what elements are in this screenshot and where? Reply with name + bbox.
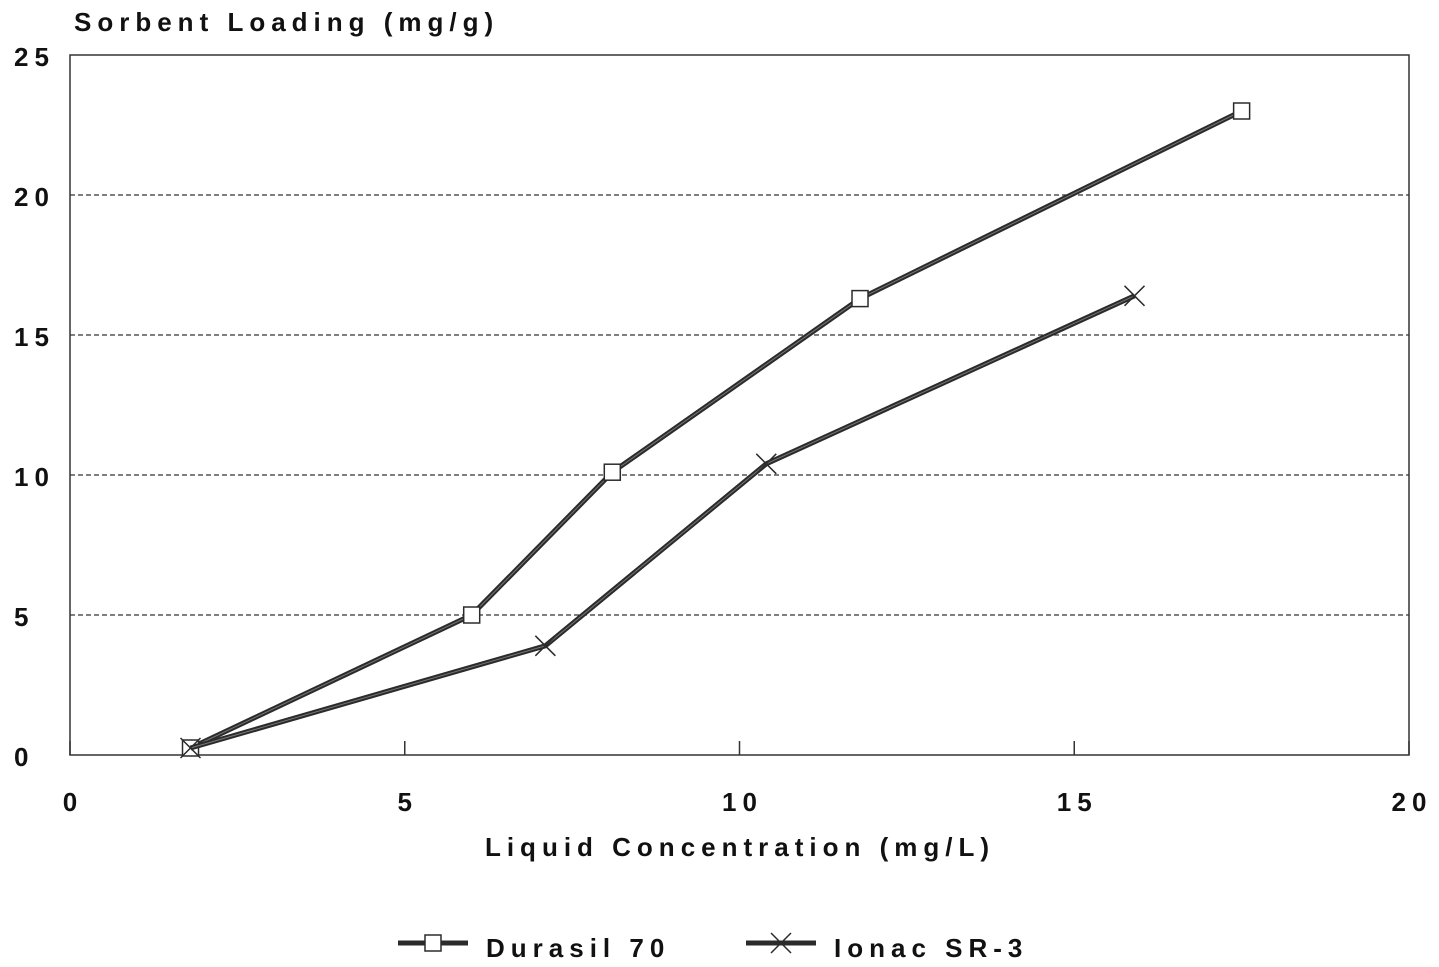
marker bbox=[462, 606, 481, 624]
legend-label: Durasil 70 bbox=[486, 933, 670, 963]
marker bbox=[603, 463, 622, 481]
marker bbox=[1123, 285, 1146, 307]
plot-frame bbox=[69, 54, 1410, 756]
x-tick-label: 5 bbox=[398, 787, 418, 817]
y-tick-label: 5 bbox=[14, 602, 34, 632]
series-line-highlight bbox=[190, 110, 1242, 749]
y-tick-label: 0 bbox=[14, 742, 34, 772]
series-line-highlight bbox=[190, 295, 1135, 749]
chart-title: Sorbent Loading (mg/g) bbox=[74, 7, 499, 37]
x-tick-label: 0 bbox=[63, 787, 83, 817]
marker bbox=[534, 635, 556, 657]
y-tick-label: 25 bbox=[14, 42, 55, 72]
marker bbox=[755, 453, 777, 475]
x-tick-label: 20 bbox=[1392, 787, 1433, 817]
x-axis-label: Liquid Concentration (mg/L) bbox=[485, 832, 995, 862]
y-tick-label: 15 bbox=[14, 322, 55, 352]
x-tick-label: 15 bbox=[1057, 787, 1098, 817]
y-tick-label: 10 bbox=[14, 462, 55, 492]
marker bbox=[424, 934, 442, 952]
legend-label: Ionac SR-3 bbox=[834, 933, 1028, 963]
y-tick-label: 20 bbox=[14, 182, 55, 212]
marker bbox=[1232, 102, 1251, 120]
series-line bbox=[189, 108, 1243, 751]
marker bbox=[179, 737, 202, 759]
x-tick-label: 10 bbox=[722, 787, 763, 817]
marker bbox=[770, 932, 792, 954]
marker bbox=[851, 289, 869, 308]
